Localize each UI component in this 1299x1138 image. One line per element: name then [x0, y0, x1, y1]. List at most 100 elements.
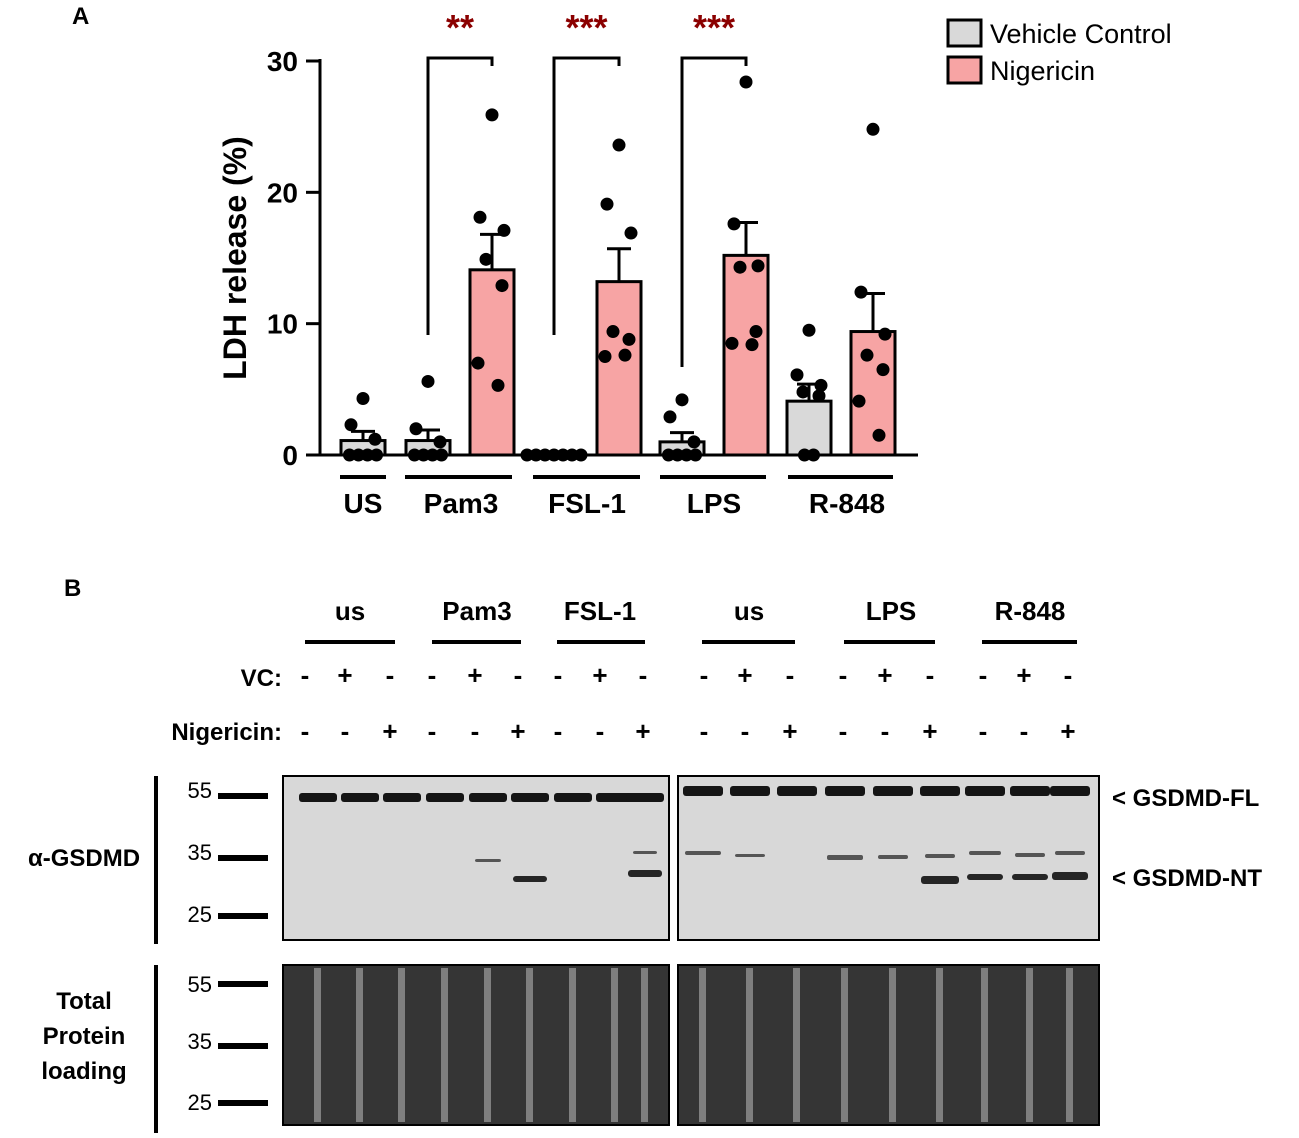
- total-stripe-left-6: [526, 968, 533, 1122]
- vc-sign-lane-15: -: [926, 660, 935, 690]
- nigericin-sign-lane-18: +: [1060, 716, 1075, 746]
- nigericin-sign-lane-17: -: [1020, 716, 1029, 746]
- nigericin-sign-lane-1: -: [301, 716, 310, 746]
- total-protein-blot-right: [677, 964, 1100, 1126]
- vc-sign-lane-17: +: [1016, 660, 1031, 690]
- total-stripe-right-9: [1066, 968, 1073, 1122]
- chart-axes: 0 10 20 30 US Pam3 FSL-1 LPS R-848: [267, 46, 918, 519]
- nigericin-sign-lane-8: -: [596, 716, 605, 746]
- band-fl-left-1: [299, 793, 337, 802]
- band-fl-left-4: [426, 793, 464, 802]
- point-r848-nigericin-0: [866, 122, 880, 136]
- band-fl-right-1: [683, 786, 723, 796]
- chart-significance: ** *** ***: [426, 7, 748, 367]
- gsdmd-blot-left: [282, 775, 670, 941]
- blot-group-label-0: us: [335, 596, 365, 626]
- y-tick-label-20: 20: [267, 177, 298, 208]
- point-fsl1-nigericin-2: [624, 226, 638, 240]
- point-pam3-nigericin-1: [473, 210, 487, 224]
- band-fl-left-8: [596, 793, 634, 802]
- band-fl-left-2: [341, 793, 379, 802]
- point-r848-vehicle-3: [796, 385, 810, 399]
- band-faint-5: [827, 855, 863, 860]
- group-label-us: US: [344, 488, 383, 519]
- band-faint-10: [1055, 851, 1085, 855]
- vc-signs: - + - - + - - + - - + - - + - - + -: [301, 660, 1073, 690]
- legend-label-nigericin: Nigericin: [990, 56, 1095, 86]
- band-fl-right-4: [825, 786, 865, 796]
- total-stripe-right-4: [841, 968, 848, 1122]
- vc-sign-lane-10: -: [700, 660, 709, 690]
- sig-bracket-pam3: [426, 56, 494, 335]
- band-fl-left-9: [626, 793, 664, 802]
- blot-group-label-4: LPS: [866, 596, 917, 626]
- group-label-lps: LPS: [687, 488, 741, 519]
- vc-row-label: VC:: [241, 665, 282, 692]
- vc-sign-lane-4: -: [428, 660, 437, 690]
- point-lps-nigericin-1: [727, 217, 741, 231]
- band-faint-8: [969, 851, 1001, 855]
- bar-lps-nigericin: [722, 253, 770, 457]
- legend-swatch-vehicle: [946, 18, 983, 48]
- sig-stars-fsl1: ***: [565, 7, 607, 48]
- point-fsl1-nigericin-4: [622, 332, 636, 346]
- point-r848-nigericin-3: [860, 348, 874, 362]
- marker-55-gsdmd: 55: [188, 778, 212, 803]
- band-nt-1: [513, 876, 547, 882]
- vc-sign-lane-3: -: [386, 660, 395, 690]
- blot-group-label-5: R-848: [995, 596, 1066, 626]
- point-r848-nigericin-6: [872, 428, 886, 442]
- nigericin-sign-lane-14: -: [881, 716, 890, 746]
- point-pam3-nigericin-4: [495, 279, 509, 293]
- nigericin-sign-lane-5: -: [471, 716, 480, 746]
- band-fl-right-5: [873, 786, 913, 796]
- vc-sign-lane-18: -: [1064, 660, 1073, 690]
- band-fl-right-3: [777, 786, 817, 796]
- nigericin-sign-lane-2: -: [341, 716, 350, 746]
- band-nt-4: [967, 874, 1003, 880]
- gsdmd-fl-label: < GSDMD-FL: [1112, 785, 1259, 812]
- vc-sign-lane-12: -: [786, 660, 795, 690]
- point-lps-vehicle-0: [675, 393, 689, 407]
- band-fl-left-3: [383, 793, 421, 802]
- group-label-pam3: Pam3: [424, 488, 499, 519]
- point-fsl1-nigericin-6: [618, 348, 632, 362]
- point-fsl1-nigericin-5: [598, 350, 612, 363]
- point-pam3-nigericin-6: [491, 378, 505, 392]
- band-nt-6: [1052, 872, 1088, 880]
- point-fsl1-nigericin-1: [600, 197, 614, 211]
- total-stripe-left-5: [484, 968, 491, 1122]
- sig-bracket-fsl1: [552, 56, 621, 335]
- panel-a-label: A: [72, 3, 89, 30]
- point-pam3-nigericin-5: [471, 356, 485, 370]
- point-lps-nigericin-3: [733, 260, 747, 274]
- point-lps-nigericin-2: [751, 259, 765, 273]
- band-fl-right-6: [920, 786, 960, 796]
- nigericin-sign-lane-9: +: [635, 716, 650, 746]
- total-stripe-right-2: [746, 968, 753, 1122]
- vc-sign-lane-9: -: [639, 660, 648, 690]
- band-faint-7: [925, 854, 955, 858]
- point-pam3-vehicle-1: [409, 422, 423, 436]
- blot-header: us Pam3 FSL-1 us LPS R-848: [305, 596, 1077, 644]
- point-pam3-nigericin-2: [497, 223, 511, 237]
- point-fsl1-nigericin-3: [606, 325, 620, 339]
- nigericin-sign-lane-13: -: [839, 716, 848, 746]
- point-r848-vehicle-0: [802, 323, 816, 337]
- nigericin-sign-lane-11: -: [741, 716, 750, 746]
- point-r848-nigericin-5: [852, 394, 866, 408]
- total-stripe-right-1: [699, 968, 706, 1122]
- nigericin-sign-lane-4: -: [428, 716, 437, 746]
- y-tick-label-0: 0: [282, 440, 298, 471]
- total-protein-blot-left: [282, 964, 670, 1126]
- total-stripe-left-9: [641, 968, 648, 1122]
- vc-sign-lane-16: -: [979, 660, 988, 690]
- band-faint-4: [735, 854, 765, 857]
- legend-swatch-nigericin: [946, 55, 983, 85]
- point-fsl1-nigericin-0: [612, 138, 626, 152]
- band-fl-right-9: [1050, 786, 1090, 796]
- point-pam3-vehicle-0: [421, 374, 435, 388]
- point-lps-vehicle-2: [687, 435, 701, 449]
